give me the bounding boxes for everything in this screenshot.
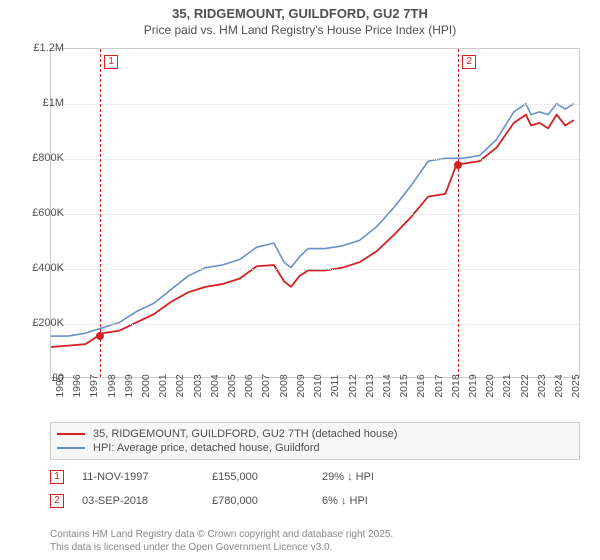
x-tick-label: 2022 xyxy=(519,374,531,397)
annotation-date-1: 11-NOV-1997 xyxy=(82,471,212,483)
x-tick-label: 2014 xyxy=(381,374,393,397)
x-tick-label: 2007 xyxy=(260,374,272,397)
x-tick-label: 1999 xyxy=(123,374,135,397)
legend-item: 35, RIDGEMOUNT, GUILDFORD, GU2 7TH (deta… xyxy=(57,427,573,441)
y-tick-label: £400K xyxy=(16,262,64,274)
x-tick-label: 2003 xyxy=(192,374,204,397)
x-tick-label: 2018 xyxy=(450,374,462,397)
chart-title: 35, RIDGEMOUNT, GUILDFORD, GU2 7TH Price… xyxy=(0,0,600,38)
x-tick-label: 2009 xyxy=(295,374,307,397)
x-tick-label: 2012 xyxy=(347,374,359,397)
marker-box: 2 xyxy=(462,55,476,69)
annotation-delta-1: 29% ↓ HPI xyxy=(322,471,374,483)
x-tick-label: 2000 xyxy=(140,374,152,397)
attribution-line-2: This data is licensed under the Open Gov… xyxy=(50,541,580,554)
annotation-row-2: 2 03-SEP-2018 £780,000 6% ↓ HPI xyxy=(50,494,580,508)
x-tick-label: 1996 xyxy=(71,374,83,397)
x-tick-label: 2010 xyxy=(312,374,324,397)
grid-line xyxy=(51,104,579,105)
x-tick-label: 2008 xyxy=(278,374,290,397)
x-tick-label: 2013 xyxy=(364,374,376,397)
annotation-date-2: 03-SEP-2018 xyxy=(82,495,212,507)
plot-area: 12 xyxy=(50,48,580,378)
title-line-1: 35, RIDGEMOUNT, GUILDFORD, GU2 7TH xyxy=(0,6,600,23)
annotation-marker-1: 1 xyxy=(50,470,64,484)
annotation-delta-2: 6% ↓ HPI xyxy=(322,495,368,507)
y-tick-label: £600K xyxy=(16,207,64,219)
x-tick-label: 2011 xyxy=(329,375,341,398)
marker-line xyxy=(100,49,101,377)
grid-line xyxy=(51,159,579,160)
annotation-price-1: £155,000 xyxy=(212,471,322,483)
y-tick-label: £200K xyxy=(16,317,64,329)
legend: 35, RIDGEMOUNT, GUILDFORD, GU2 7TH (deta… xyxy=(50,422,580,460)
grid-line xyxy=(51,324,579,325)
x-tick-label: 2016 xyxy=(415,374,427,397)
x-tick-label: 2019 xyxy=(467,374,479,397)
x-tick-label: 2006 xyxy=(243,374,255,397)
title-line-2: Price paid vs. HM Land Registry's House … xyxy=(0,23,600,39)
attribution: Contains HM Land Registry data © Crown c… xyxy=(50,528,580,554)
y-tick-label: £1.2M xyxy=(16,42,64,54)
y-tick-label: £0 xyxy=(16,372,64,384)
marker-line xyxy=(458,49,459,377)
grid-line xyxy=(51,214,579,215)
grid-line xyxy=(51,269,579,270)
legend-item: HPI: Average price, detached house, Guil… xyxy=(57,441,573,455)
annotation-row-1: 1 11-NOV-1997 £155,000 29% ↓ HPI xyxy=(50,470,580,484)
y-tick-label: £1M xyxy=(16,97,64,109)
legend-label: 35, RIDGEMOUNT, GUILDFORD, GU2 7TH (deta… xyxy=(93,428,397,440)
annotation-marker-2: 2 xyxy=(50,494,64,508)
x-tick-label: 2001 xyxy=(157,374,169,397)
marker-dot xyxy=(454,161,462,169)
legend-swatch xyxy=(57,433,85,435)
x-tick-label: 2025 xyxy=(570,374,582,397)
x-tick-label: 2020 xyxy=(484,374,496,397)
series-line-price-paid xyxy=(51,115,574,347)
x-tick-label: 2002 xyxy=(174,374,186,397)
marker-dot xyxy=(96,332,104,340)
x-axis-labels: 1995199619971998199920002001200220032004… xyxy=(50,382,580,422)
series-line-hpi xyxy=(51,104,574,336)
x-tick-label: 2015 xyxy=(398,374,410,397)
x-tick-label: 2023 xyxy=(536,374,548,397)
x-tick-label: 2004 xyxy=(209,374,221,397)
chart-svg xyxy=(51,49,579,377)
legend-swatch xyxy=(57,447,85,449)
x-tick-label: 2005 xyxy=(226,374,238,397)
attribution-line-1: Contains HM Land Registry data © Crown c… xyxy=(50,528,580,541)
y-tick-label: £800K xyxy=(16,152,64,164)
x-tick-label: 1997 xyxy=(88,374,100,397)
x-tick-label: 1998 xyxy=(106,374,118,397)
x-tick-label: 2024 xyxy=(553,374,565,397)
x-tick-label: 2017 xyxy=(433,374,445,397)
marker-box: 1 xyxy=(104,55,118,69)
x-tick-label: 2021 xyxy=(501,374,513,397)
annotation-price-2: £780,000 xyxy=(212,495,322,507)
legend-label: HPI: Average price, detached house, Guil… xyxy=(93,442,320,454)
